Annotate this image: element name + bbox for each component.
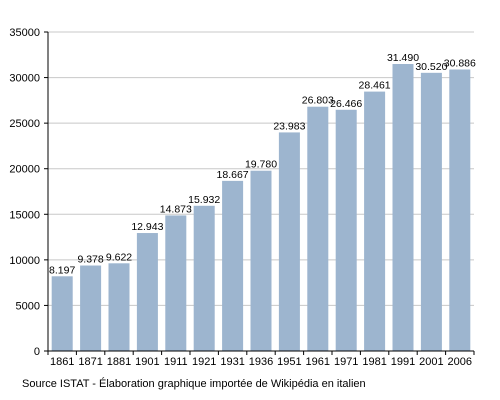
data-label: 8.197 [49,264,75,276]
y-tick-label: 5000 [16,300,40,312]
bar [364,91,386,351]
x-tick-label: 1901 [135,356,159,368]
bar [222,180,244,351]
y-tick-label: 30000 [9,73,40,85]
x-tick-label: 1951 [277,356,301,368]
bar [193,205,215,351]
y-tick-label: 0 [34,346,40,358]
x-axis: 1861 1871 1881 1901 1911 1921 1931 1936 1951 1961… [47,350,475,368]
x-tick-label: 1961 [306,356,330,368]
x-tick-label: 1861 [50,356,74,368]
bar [136,233,158,351]
x-tick-label: 1911 [164,356,188,368]
y-tick-label: 10000 [9,255,40,267]
data-label: 26.803 [302,95,334,107]
data-label: 15.932 [188,194,220,206]
data-label: 30.520 [415,61,447,73]
y-tick-label: 15000 [9,209,40,221]
x-tick-label: 1871 [78,356,102,368]
bar [449,69,471,352]
bar [80,265,102,351]
bar [165,215,187,351]
x-tick-label: 1921 [192,356,216,368]
data-label: 23.983 [273,120,305,132]
x-tick-label: 2006 [448,356,472,368]
x-tick-label: 1991 [391,356,415,368]
bar [307,106,329,351]
bar [51,276,73,351]
data-label: 9.622 [106,251,132,263]
x-tick-label: 1881 [107,356,131,368]
y-tick-label: 35000 [9,27,40,39]
data-label: 14.873 [160,203,192,215]
bar [335,109,357,351]
x-tick-label: 1971 [334,356,358,368]
bar [108,263,130,351]
x-tick-label: 1981 [362,356,386,368]
data-label: 28.461 [359,80,391,92]
x-tick-label: 1931 [220,356,244,368]
data-label: 19.780 [245,159,277,171]
source-caption: Source ISTAT - Élaboration graphique imp… [22,378,366,390]
data-label: 26.466 [330,98,362,110]
bars [51,63,471,352]
data-label: 9.378 [77,254,103,266]
bar [250,170,272,351]
data-label: 30.886 [444,57,476,69]
y-tick-label: 20000 [9,164,40,176]
bar [392,63,414,351]
data-label: 12.943 [131,221,163,233]
bar [278,132,300,351]
y-axis: 0 5000 10000 15000 20000 25000 30000 35000 [9,27,49,358]
x-tick-label: 2001 [419,356,443,368]
data-label: 18.667 [217,169,249,181]
y-tick-label: 25000 [9,118,40,130]
bar [420,72,442,351]
data-label: 31.490 [387,52,419,64]
x-tick-label: 1936 [249,356,273,368]
